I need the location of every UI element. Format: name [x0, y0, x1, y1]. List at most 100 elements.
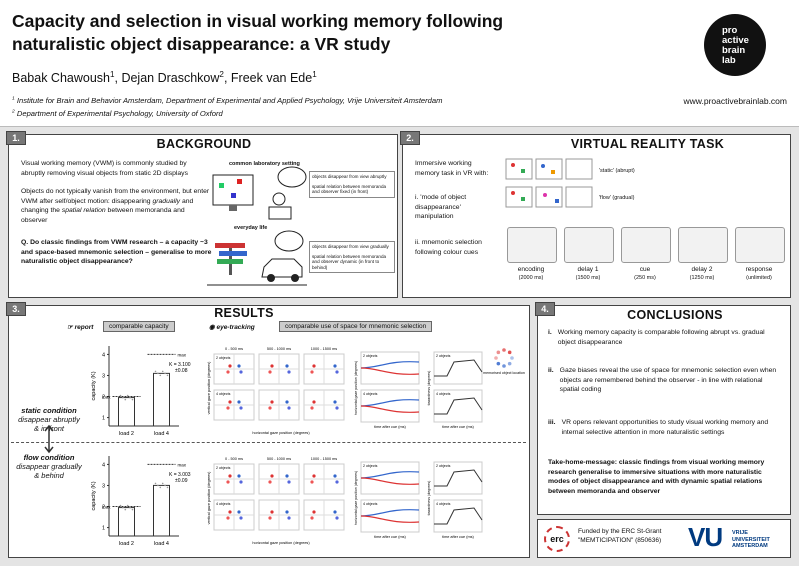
x-tick-label: load 4: [154, 541, 169, 547]
time-panel: [360, 461, 420, 495]
stat-sd: ±0.09: [175, 478, 188, 484]
participant-dot: [122, 396, 124, 399]
vu-line: VRIJE: [732, 530, 748, 536]
towardness-panel: [433, 499, 483, 533]
load-label: 4 objects: [363, 502, 378, 506]
object: [237, 179, 242, 184]
phase-screen: [621, 227, 671, 263]
legend-dot: [496, 350, 501, 355]
gaze-dot: [335, 406, 339, 410]
shape: [521, 169, 525, 173]
erc-logo: erc: [544, 526, 570, 552]
screen: [505, 158, 533, 180]
section-heading: comparable use of space for mnemonic sel…: [279, 321, 433, 332]
section-title: CONCLUSIONS: [627, 308, 723, 322]
gaze-dot: [310, 406, 314, 410]
object: [219, 183, 224, 188]
results-figures: capacity (K) 1 2 3 4 load 2 max load 4 max K = 3.…: [91, 346, 525, 547]
item-text: mnemonic selection following colour cues: [415, 239, 482, 256]
emphasis: gradually: [152, 197, 181, 205]
sign: [219, 251, 247, 256]
max-label: max: [102, 395, 111, 400]
gaze-dot: [237, 400, 241, 404]
funding: erc Funded by the ERC St-Grant "MEMTICIP…: [537, 519, 791, 558]
gaze-trace: [360, 405, 420, 413]
time-panel: [360, 351, 420, 385]
gaze-dot: [312, 400, 316, 404]
participant-dot: [129, 396, 131, 399]
phase-screen: [507, 227, 557, 263]
screen: [565, 158, 593, 180]
vu-line: UNIVERSITEIT: [732, 536, 770, 543]
axis-label: horizontal gaze position (degrees): [354, 471, 358, 525]
y-axis-label: capacity (K): [91, 481, 97, 510]
monitor: [212, 174, 254, 206]
shape: [543, 193, 547, 197]
text: and changing the: [21, 197, 194, 215]
y-tick-label: 3: [102, 373, 105, 379]
gaze-dot: [270, 474, 274, 478]
load-label: 4 objects: [363, 392, 378, 396]
time-panel: [360, 499, 420, 533]
item-text: VR opens relevant opportunities to study…: [561, 419, 769, 436]
shape: [511, 191, 515, 195]
participant-dot: [161, 482, 164, 485]
note: objects disappear from view gradually: [312, 244, 389, 249]
screen: [535, 186, 563, 208]
gaze-trace: [360, 477, 420, 485]
emphasis: spatial relation: [61, 207, 106, 214]
load-label: 2 objects: [436, 464, 451, 468]
axis-label: vertical gaze position (degrees): [207, 361, 211, 414]
window-label: 0 - 500 ms: [225, 457, 243, 461]
participant-dot: [131, 508, 134, 511]
title-line: naturalistic object disappearance: a VR …: [12, 34, 391, 54]
logo-text: lab: [722, 55, 736, 66]
logo-text: pro: [722, 25, 738, 36]
load-label: 2 objects: [363, 354, 378, 358]
authors: Babak Chawoush1, Dejan Draschkow2, Freek…: [12, 70, 317, 86]
max-label: max: [102, 505, 111, 510]
x-tick-label: load 2: [119, 541, 134, 547]
phase-name: delay 1: [577, 266, 599, 273]
window-label: 500 - 1000 ms: [267, 347, 291, 351]
paragraph: Objects do not typically vanish from the…: [21, 187, 211, 225]
item-text: Gaze biases reveal the use of space for …: [559, 367, 777, 393]
condition: flow condition disappear gradually & beh…: [11, 453, 87, 480]
gaze-dot: [285, 364, 289, 368]
observer: [272, 192, 286, 206]
gaze-dot: [312, 510, 316, 514]
load-label: 2 objects: [363, 464, 378, 468]
condition-desc: disappear gradually: [16, 462, 82, 471]
background-section: BACKGROUND Visual working memory (VWM) i…: [8, 134, 398, 298]
question: Q. Do classic findings from VWM research…: [21, 239, 212, 265]
logo-text: active: [722, 35, 749, 46]
gaze-dot: [285, 400, 289, 404]
condition-title: static condition: [21, 406, 77, 415]
gaze-dot: [226, 480, 230, 484]
gaze-dot: [226, 516, 230, 520]
phase-duration: (1250 ms): [689, 275, 715, 281]
thought-bubble: [277, 166, 307, 188]
note: spatial relation between memoranda and o…: [312, 183, 387, 195]
author: Freek van Ede: [230, 71, 313, 86]
shape: [541, 164, 545, 168]
gaze-dot: [268, 406, 272, 410]
gaze-dot: [333, 510, 337, 514]
bar: [118, 507, 135, 537]
section-number: 2.: [400, 131, 420, 145]
shape: [511, 163, 515, 167]
gaze-dot: [239, 480, 243, 484]
phase-screen: [735, 227, 785, 263]
gaze-dot: [268, 370, 272, 374]
sign: [215, 243, 245, 248]
y-tick-label: 1: [102, 526, 105, 532]
gaze-dot: [239, 370, 243, 374]
gaze-dot: [268, 480, 272, 484]
window-label: 1000 - 1500 ms: [311, 347, 337, 351]
gaze-dot: [237, 364, 241, 368]
gaze-dot: [226, 406, 230, 410]
x-tick-label: load 2: [119, 431, 134, 437]
figure-notes: objects disappear from view abruptly spa…: [309, 171, 395, 198]
participant-dot: [119, 504, 122, 507]
figure-notes: objects disappear from view gradually sp…: [309, 241, 395, 274]
